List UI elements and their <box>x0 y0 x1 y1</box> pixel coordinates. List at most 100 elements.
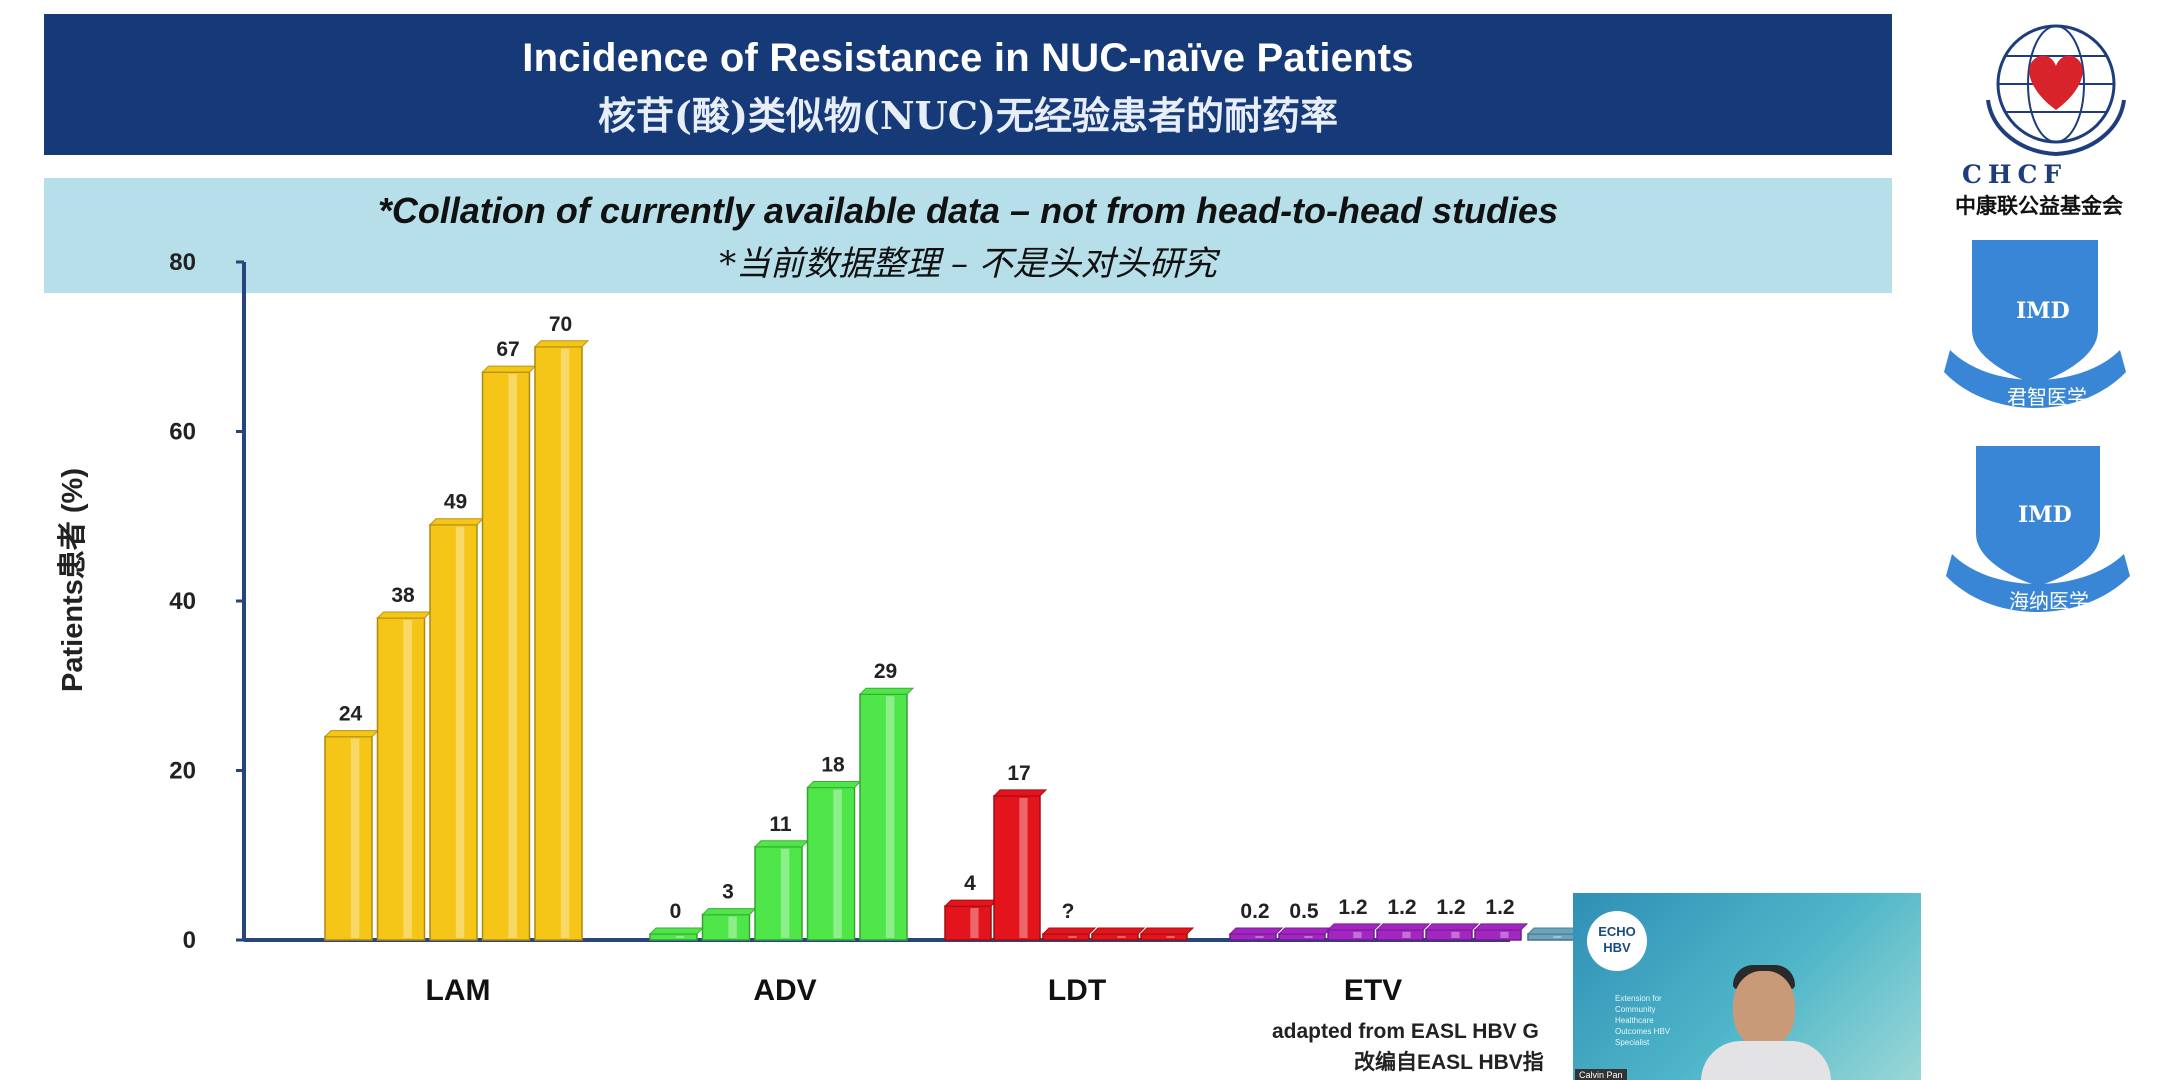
bar-top <box>1277 927 1333 935</box>
bar-highlight <box>780 848 790 938</box>
bar-top <box>428 518 485 526</box>
bar-top <box>648 927 705 935</box>
note-text: *Collation of currently available data –… <box>377 190 1559 231</box>
bar-top <box>323 730 380 738</box>
data-label: 1.2 <box>1387 896 1416 919</box>
bar-top <box>481 365 537 373</box>
bar-top <box>806 780 862 788</box>
bar-highlight <box>1255 936 1264 938</box>
speaker-video[interactable]: ECHO HBV Extension for Community Healthc… <box>1573 893 1921 1080</box>
bar-top <box>943 899 999 907</box>
data-label: 4 <box>964 872 976 895</box>
y-tick-label: 40 <box>169 588 196 615</box>
data-label: 67 <box>496 338 519 361</box>
data-label: 70 <box>549 313 572 336</box>
bar-top <box>858 687 915 695</box>
data-label: 11 <box>769 813 792 836</box>
bar-highlight <box>728 916 737 938</box>
x-category-label: ADV <box>753 974 816 1007</box>
speaker-body <box>1701 1041 1831 1080</box>
source-line-1: adapted from EASL HBV G <box>1272 1020 1539 1043</box>
y-tick-label: 60 <box>169 419 196 446</box>
bar <box>1278 933 1326 941</box>
y-tick-label: 0 <box>183 927 196 954</box>
bar-highlight <box>675 936 685 938</box>
slide-title-chinese: 核苷(酸)类似物(NUC)无经验患者的耐药率 <box>597 93 1339 138</box>
x-category-label: LDT <box>1048 974 1106 1007</box>
bar-highlight <box>455 526 465 938</box>
bar-highlight <box>885 696 895 938</box>
bar <box>1474 929 1522 941</box>
data-label: 1.2 <box>1338 896 1367 919</box>
data-label: 18 <box>821 753 845 776</box>
bar-top <box>1473 923 1529 931</box>
bar-highlight <box>1353 931 1362 938</box>
bar <box>1042 933 1090 941</box>
y-tick-label: 20 <box>169 758 196 785</box>
bar <box>1229 933 1277 941</box>
bar-top <box>992 789 1048 797</box>
bar-top <box>1375 923 1431 931</box>
bar <box>806 786 856 941</box>
bar-highlight <box>1451 931 1460 938</box>
source-citation: adapted from EASL HBV G 改编自EASL HBV指 <box>1272 1020 1544 1076</box>
bar-chart: 0 20 40 60 80 Patients患者 (%) 24 38 49 67 70 LAM 0 3 11… <box>56 249 1582 1007</box>
bar-highlight <box>508 374 517 938</box>
bar <box>376 617 426 941</box>
bar-highlight <box>1117 936 1126 938</box>
sponsor-logos: IMD 君智医学 IMD 海纳医学 <box>1944 24 2130 613</box>
bar-highlight <box>1500 931 1509 938</box>
data-label: 17 <box>1007 762 1030 785</box>
note-banner: *Collation of currently available data –… <box>44 178 1892 293</box>
bar-top <box>1228 927 1284 935</box>
imd-badge-1: IMD 君智医学 <box>1944 236 2126 409</box>
bar-highlight <box>560 348 570 938</box>
bar-highlight <box>833 789 842 938</box>
bar <box>859 693 908 941</box>
bar <box>324 735 373 941</box>
bar <box>1327 929 1375 941</box>
chcf-name-chinese: 中康联公益基金会 <box>1955 195 2123 218</box>
source-line-2: 改编自EASL HBV指 <box>1354 1051 1544 1074</box>
bar <box>993 795 1041 941</box>
bar-highlight <box>1019 797 1028 938</box>
data-label: 1.2 <box>1485 896 1514 919</box>
data-label: 3 <box>722 881 734 904</box>
data-label: 29 <box>874 660 897 683</box>
bar <box>754 846 803 941</box>
bar <box>944 905 992 941</box>
bar-top <box>753 840 810 848</box>
data-label: 0.5 <box>1289 900 1319 923</box>
x-category-label: LAM <box>426 974 491 1007</box>
bar <box>1091 933 1139 941</box>
x-category-label: ETV <box>1344 974 1402 1007</box>
data-label: 38 <box>391 584 415 607</box>
title-bar: Incidence of Resistance in NUC-naïve Pat… <box>44 14 1892 155</box>
bar-top <box>1326 923 1382 931</box>
bar-top <box>1424 923 1480 931</box>
bar-highlight <box>1304 936 1313 938</box>
bar <box>429 523 478 941</box>
bar-highlight <box>1166 936 1175 938</box>
bar-top <box>1139 927 1195 935</box>
badge-1-abbr: IMD <box>2016 298 2070 324</box>
badge-1-name: 君智医学 <box>2007 385 2087 409</box>
bar <box>534 346 583 941</box>
bar-highlight <box>1068 936 1077 938</box>
bar-top <box>1041 927 1097 935</box>
data-label: 24 <box>339 703 363 726</box>
speaker-name-tag: Calvin Pan <box>1575 1069 1627 1080</box>
bar-top <box>1090 927 1146 935</box>
speaker-head <box>1733 971 1795 1047</box>
bar <box>1140 933 1188 941</box>
chcf-globe-logo <box>1986 24 2126 157</box>
bar-highlight <box>403 619 412 938</box>
badge-2-abbr: IMD <box>2018 502 2072 528</box>
slide: Incidence of Resistance in NUC-naïve Pat… <box>44 14 1892 1076</box>
y-axis-label: Patients患者 (%) <box>56 468 89 692</box>
bar <box>701 913 751 941</box>
data-label: 49 <box>444 491 467 514</box>
echo-hbv-logo: ECHO HBV <box>1587 911 1647 971</box>
data-label: 1.2 <box>1436 896 1465 919</box>
bar-highlight <box>1402 931 1411 938</box>
